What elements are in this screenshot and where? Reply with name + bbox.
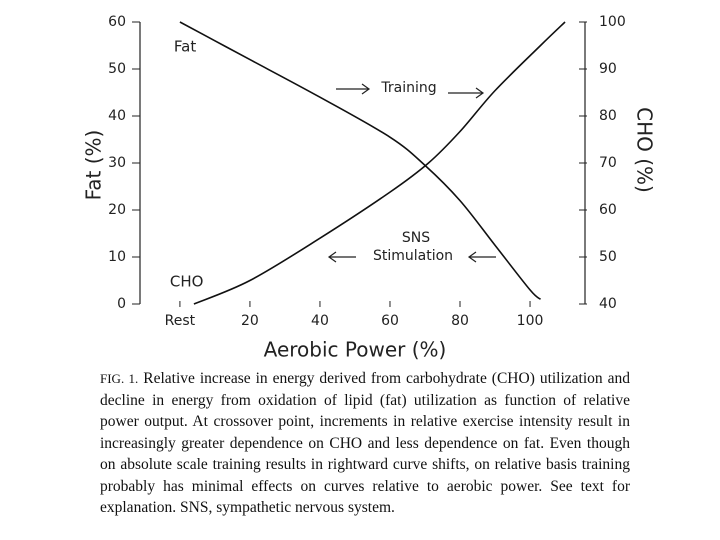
y2-tick-label: 90 [599, 61, 617, 77]
y-tick-label: 20 [108, 202, 126, 218]
y-tick-label: 0 [117, 296, 126, 312]
y-tick-label: 40 [108, 108, 126, 124]
y2-axis-label: CHO (%) [633, 107, 657, 193]
y-tick-label: 50 [108, 61, 126, 77]
annotation: SNS [402, 230, 430, 246]
arrows [327, 83, 496, 263]
y-axis-label: Fat (%) [82, 130, 106, 201]
x-tick-label: Rest [165, 313, 196, 329]
y-tick-label: 10 [108, 249, 126, 265]
x-tick-label: 100 [517, 313, 544, 329]
caption-label: FIG. 1. [100, 371, 139, 386]
y2-tick-label: 50 [599, 249, 617, 265]
annotation: Training [380, 80, 436, 96]
x-tick-label: 80 [451, 313, 469, 329]
x-tick-label: 20 [241, 313, 259, 329]
chart: Fat (%) CHO (%) Aerobic Power (%) Traini… [82, 14, 657, 362]
x-tick-label: 60 [381, 313, 399, 329]
annotation: Stimulation [373, 248, 453, 264]
series-label: CHO [170, 273, 204, 291]
caption-text: Relative increase in energy derived from… [100, 370, 630, 516]
x-tick-label: 40 [311, 313, 329, 329]
series-label: Fat [174, 38, 196, 56]
y-tick-label: 30 [108, 155, 126, 171]
series-line [193, 21, 566, 305]
y-tick-label: 60 [108, 14, 126, 30]
x-axis-label: Aerobic Power (%) [264, 338, 447, 362]
series-line [179, 21, 542, 300]
y2-tick-label: 100 [599, 14, 626, 30]
y2-tick-label: 80 [599, 108, 617, 124]
y2-tick-label: 40 [599, 296, 617, 312]
caption: FIG. 1. Relative increase in energy deri… [100, 368, 630, 519]
y2-tick-label: 60 [599, 202, 617, 218]
y2-tick-label: 70 [599, 155, 617, 171]
